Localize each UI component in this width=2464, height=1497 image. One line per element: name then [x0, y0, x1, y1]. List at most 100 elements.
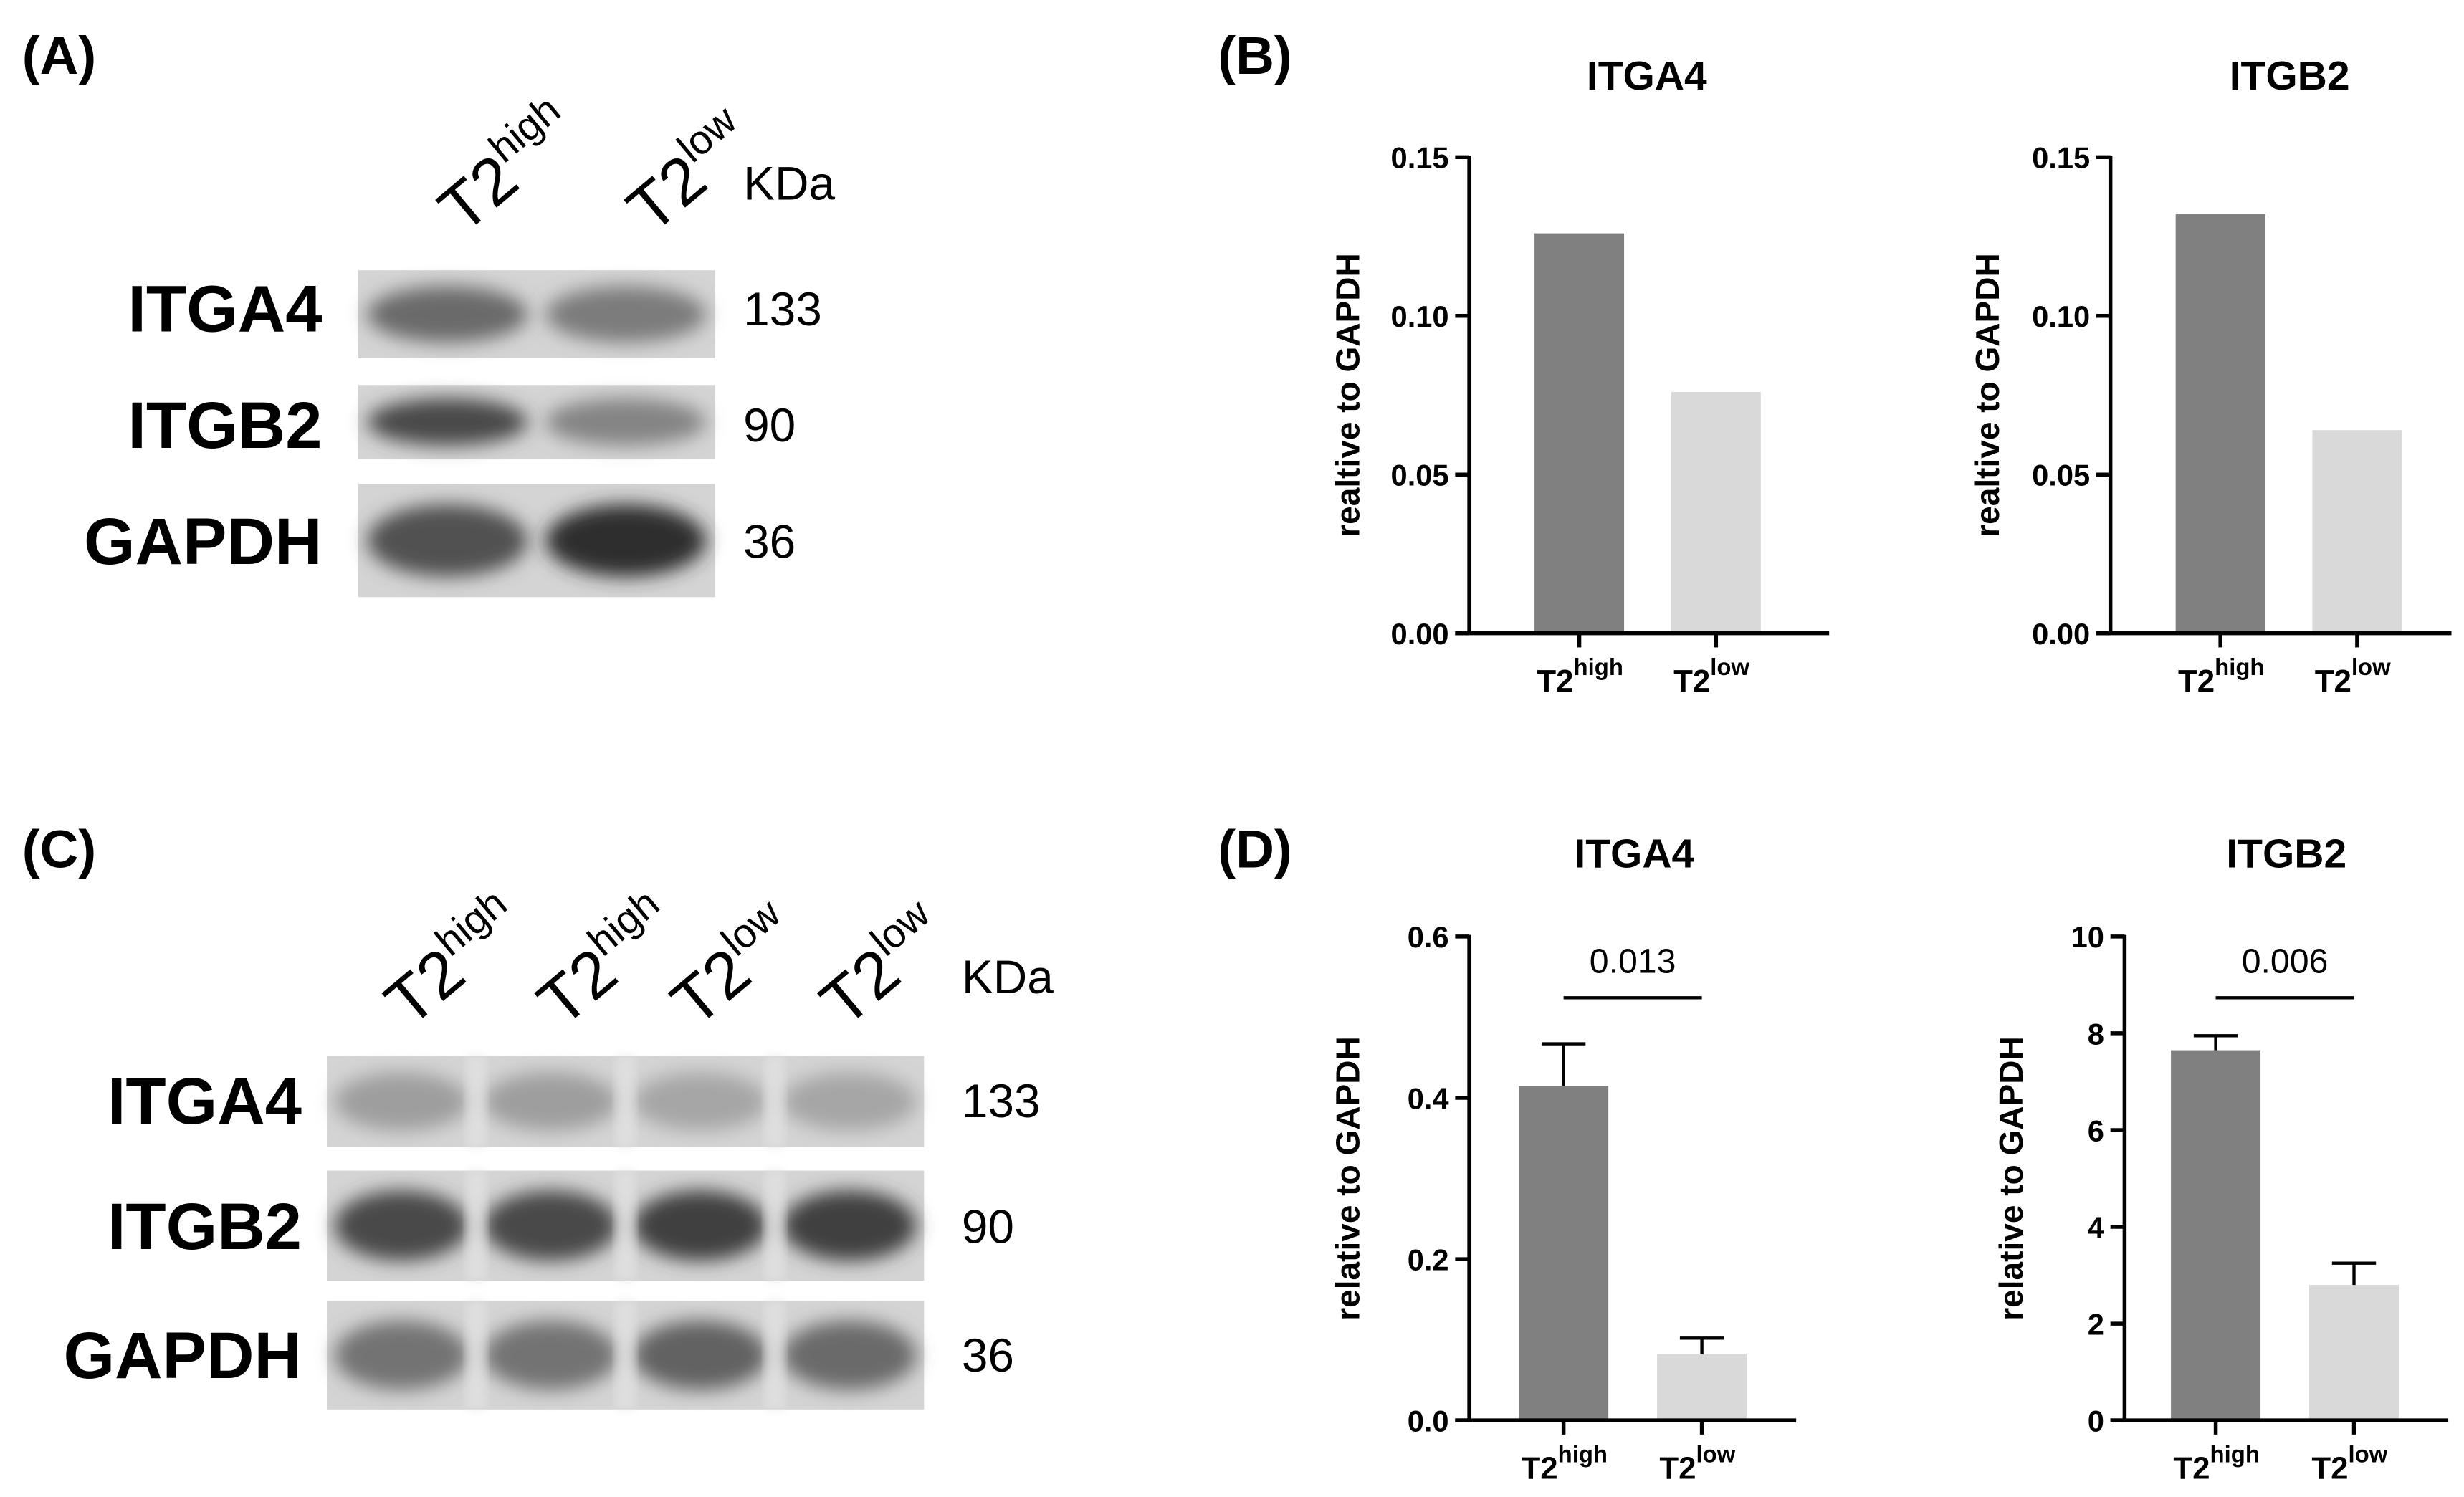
- blot-band: [367, 504, 528, 577]
- y-tick-label: 0.15: [1391, 141, 1449, 175]
- error-bar: [1679, 1336, 1724, 1354]
- label-sup: low: [2348, 1440, 2387, 1467]
- protein-label: ITGA4: [108, 1064, 302, 1138]
- lane-gap: [467, 1301, 486, 1410]
- p-value: 0.006: [2242, 942, 2329, 980]
- bar: [2312, 430, 2402, 633]
- bar: [1519, 1086, 1609, 1421]
- lane-gap: [467, 1170, 486, 1281]
- bar: [1657, 1354, 1747, 1421]
- chart-title: ITGA4: [1587, 53, 1707, 99]
- blot-band: [367, 398, 528, 446]
- y-tick-label: 0.0: [1408, 1405, 1449, 1438]
- blot-band: [367, 286, 528, 343]
- y-tick-label: 0.15: [2032, 141, 2090, 175]
- lane-gap: [616, 1301, 635, 1410]
- kda-value: 133: [962, 1074, 1041, 1127]
- chart-title: ITGB2: [2230, 53, 2350, 99]
- protein-label: GAPDH: [63, 1319, 302, 1392]
- protein-label: ITGB2: [128, 388, 322, 462]
- x-tick-label: T2high: [1521, 1440, 1608, 1486]
- x-tick-label: T2low: [2315, 654, 2391, 699]
- label-base: T2: [1673, 664, 1710, 699]
- y-tick-label: 0.00: [2032, 617, 2090, 651]
- error-bar: [2331, 1261, 2377, 1286]
- label-base: T2: [1659, 1450, 1696, 1486]
- error-bar: [1541, 1042, 1586, 1086]
- chart-title: ITGB2: [2226, 831, 2346, 876]
- label-base: T2: [1537, 664, 1573, 699]
- chart-title: ITGA4: [1574, 831, 1694, 876]
- label-sup: high: [2210, 1440, 2260, 1467]
- lane-gap: [765, 1170, 785, 1281]
- blot-band: [334, 1320, 469, 1390]
- panel-label: (D): [1218, 819, 1291, 879]
- lane-gap: [765, 1301, 785, 1410]
- label-sup: high: [1574, 654, 1623, 680]
- y-tick-label: 0.6: [1408, 920, 1449, 954]
- y-tick-label: 6: [2088, 1114, 2104, 1147]
- protein-label: GAPDH: [84, 504, 323, 578]
- blot-band: [633, 1190, 768, 1261]
- label-sup: low: [1710, 654, 1749, 680]
- lane-gap: [765, 1056, 785, 1147]
- y-tick-label: 0.00: [1391, 617, 1449, 651]
- label-sup: low: [2351, 654, 2391, 680]
- label-base: T2: [2178, 664, 2215, 699]
- lane-label: T2high: [368, 880, 537, 1040]
- lane-label: T2high: [421, 87, 591, 247]
- y-tick-label: 4: [2088, 1210, 2104, 1244]
- x-tick-label: T2high: [2178, 654, 2265, 699]
- x-tick-label: T2low: [1673, 654, 1749, 699]
- y-tick-label: 0.10: [2032, 300, 2090, 333]
- lane-gap: [616, 1056, 635, 1147]
- label-base: T2: [2173, 1450, 2210, 1486]
- blot-band: [545, 504, 707, 577]
- kda-value: 90: [743, 398, 796, 451]
- blot-band: [782, 1072, 917, 1131]
- panel-label: (A): [22, 26, 96, 85]
- label-base: T2: [1521, 1450, 1557, 1486]
- lane-gap: [616, 1170, 635, 1281]
- panel-label: (C): [22, 819, 96, 879]
- lane-label: T2low: [654, 890, 811, 1041]
- blot-band: [633, 1072, 768, 1131]
- error-bar: [2193, 1034, 2238, 1051]
- lane-label: T2high: [520, 880, 689, 1040]
- p-value: 0.013: [1590, 942, 1676, 980]
- y-axis-label: realtive to GAPDH: [1969, 253, 2006, 537]
- y-tick-label: 0.10: [1391, 300, 1449, 333]
- x-tick-label: T2high: [1537, 654, 1623, 699]
- y-tick-label: 0: [2088, 1405, 2104, 1438]
- protein-label: ITGB2: [108, 1190, 302, 1263]
- label-sup: high: [2215, 654, 2264, 680]
- y-axis-label: relative to GAPDH: [1329, 1036, 1367, 1320]
- blot-band: [334, 1072, 469, 1131]
- blot-band: [483, 1072, 619, 1131]
- lane-label: T2low: [803, 890, 961, 1041]
- y-tick-label: 10: [2071, 920, 2104, 954]
- y-axis-label: realtive to GAPDH: [1329, 253, 1367, 537]
- blot-band: [483, 1190, 619, 1261]
- y-tick-label: 8: [2088, 1017, 2104, 1051]
- blot-band: [782, 1320, 917, 1390]
- y-tick-label: 0.05: [2032, 459, 2090, 492]
- y-tick-label: 0.2: [1408, 1243, 1449, 1276]
- blot-band: [334, 1190, 469, 1261]
- label-sup: low: [1696, 1440, 1736, 1467]
- kda-value: 133: [743, 282, 822, 335]
- y-tick-label: 0.05: [1391, 459, 1449, 492]
- protein-label: ITGA4: [128, 272, 322, 346]
- kda-header: KDa: [962, 950, 1054, 1003]
- lane-gap: [467, 1056, 486, 1147]
- bar: [2175, 214, 2265, 633]
- y-axis-label: relative to GAPDH: [1992, 1036, 2030, 1320]
- label-base: T2: [2315, 664, 2351, 699]
- blot-band: [545, 398, 707, 446]
- blot-band: [633, 1320, 768, 1390]
- bar: [1534, 233, 1625, 633]
- label-base: T2: [2311, 1450, 2348, 1486]
- bar: [1671, 392, 1761, 633]
